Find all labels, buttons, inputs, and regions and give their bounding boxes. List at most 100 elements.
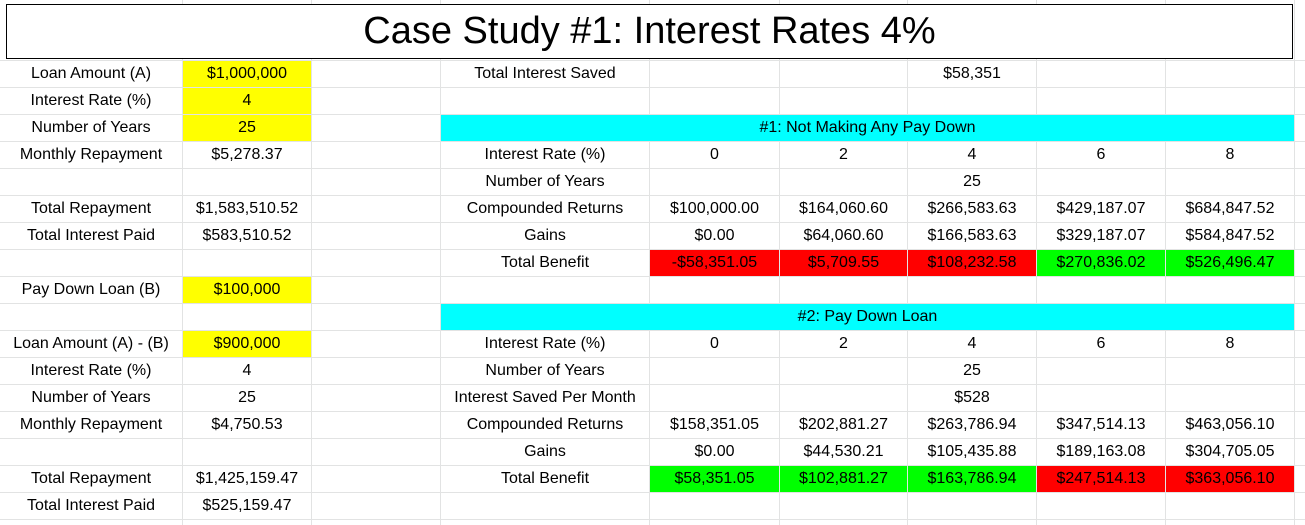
total-interest-saved-label[interactable]: Total Interest Saved <box>474 65 616 82</box>
section1-benefit-cell[interactable]: $5,709.55 <box>780 250 907 276</box>
section2-rate-cell[interactable]: 2 <box>839 335 848 352</box>
section2-compounded-cell[interactable]: $158,351.05 <box>670 416 759 433</box>
section2-compounded-label[interactable]: Compounded Returns <box>466 416 624 433</box>
section2-rate-cell[interactable]: 6 <box>1096 335 1106 352</box>
section2-gains-cell[interactable]: $44,530.21 <box>803 443 884 460</box>
section2-gains-cell[interactable]: $0.00 <box>694 443 735 460</box>
section2-years-label[interactable]: Number of Years <box>485 362 605 379</box>
section2-saved-month-label[interactable]: Interest Saved Per Month <box>454 389 636 406</box>
sheet-title[interactable]: Case Study #1: Interest Rates 4% <box>6 4 1293 59</box>
grid-line <box>0 492 1305 493</box>
section1-rate-label[interactable]: Interest Rate (%) <box>484 146 606 163</box>
section2-saved-month-value[interactable]: $528 <box>954 389 990 406</box>
section1-compounded-cell[interactable]: $684,847.52 <box>1185 200 1275 217</box>
interest-rate-input[interactable]: 4 <box>183 88 311 114</box>
grid-line <box>0 465 1305 466</box>
grid-line <box>182 0 183 525</box>
section1-gains-cell[interactable]: $0.00 <box>694 227 735 244</box>
section1-compounded-cell[interactable]: $429,187.07 <box>1056 200 1146 217</box>
loan-amount-label[interactable]: Loan Amount (A) <box>30 65 152 82</box>
section1-rate-cell[interactable]: 0 <box>710 146 719 163</box>
section1-benefit-cell[interactable]: $526,496.47 <box>1166 250 1294 276</box>
section1-gains-label[interactable]: Gains <box>524 227 566 244</box>
monthly-repayment-value[interactable]: $5,278.37 <box>211 146 283 163</box>
total-interest-saved-value[interactable]: $58,351 <box>943 65 1001 82</box>
total-interest-paid-2-label[interactable]: Total Interest Paid <box>26 497 156 514</box>
monthly-repayment-2-value[interactable]: $4,750.53 <box>211 416 283 433</box>
grid-line <box>0 141 1305 142</box>
section1-rate-cell[interactable]: 2 <box>839 146 848 163</box>
number-of-years-2-value[interactable]: 25 <box>238 389 256 406</box>
loan-amount-input[interactable]: $1,000,000 <box>183 61 311 87</box>
section2-gains-cell[interactable]: $304,705.05 <box>1185 443 1275 460</box>
number-of-years-label[interactable]: Number of Years <box>31 119 151 136</box>
monthly-repayment-2-label[interactable]: Monthly Repayment <box>19 416 163 433</box>
section2-header[interactable]: #2: Pay Down Loan <box>441 304 1294 330</box>
total-repayment-2-label[interactable]: Total Repayment <box>30 470 152 487</box>
total-interest-paid-value[interactable]: $583,510.52 <box>202 227 292 244</box>
section1-benefit-cell[interactable]: $270,836.02 <box>1037 250 1165 276</box>
grid-line <box>0 195 1305 196</box>
grid-line <box>0 438 1305 439</box>
pay-down-loan-input[interactable]: $100,000 <box>183 277 311 303</box>
section2-gains-label[interactable]: Gains <box>524 443 566 460</box>
interest-rate-2-label[interactable]: Interest Rate (%) <box>30 362 152 379</box>
total-repayment-value[interactable]: $1,583,510.52 <box>195 200 299 217</box>
section1-rate-cell[interactable]: 4 <box>967 146 977 163</box>
section1-compounded-cell[interactable]: $266,583.63 <box>927 200 1017 217</box>
interest-rate-label[interactable]: Interest Rate (%) <box>30 92 152 109</box>
section2-benefit-cell[interactable]: $163,786.94 <box>908 466 1036 492</box>
section2-rate-label[interactable]: Interest Rate (%) <box>484 335 606 352</box>
section1-compounded-label[interactable]: Compounded Returns <box>466 200 624 217</box>
section1-years-label[interactable]: Number of Years <box>485 173 605 190</box>
pay-down-loan-label[interactable]: Pay Down Loan (B) <box>21 281 161 298</box>
section1-years-value[interactable]: 25 <box>963 173 981 190</box>
section1-compounded-cell[interactable]: $100,000.00 <box>670 200 759 217</box>
section1-gains-cell[interactable]: $166,583.63 <box>927 227 1017 244</box>
total-interest-paid-2-value[interactable]: $525,159.47 <box>202 497 292 514</box>
section1-gains-cell[interactable]: $64,060.60 <box>803 227 884 244</box>
section1-header[interactable]: #1: Not Making Any Pay Down <box>441 115 1294 141</box>
section1-gains-cell[interactable]: $584,847.52 <box>1185 227 1275 244</box>
monthly-repayment-label[interactable]: Monthly Repayment <box>19 146 163 163</box>
section2-compounded-cell[interactable]: $463,056.10 <box>1185 416 1275 433</box>
section2-rate-cell[interactable]: 4 <box>967 335 977 352</box>
section2-benefit-cell[interactable]: $363,056.10 <box>1166 466 1294 492</box>
grid-line <box>0 411 1305 412</box>
interest-rate-2-value[interactable]: 4 <box>242 362 252 379</box>
number-of-years-2-label[interactable]: Number of Years <box>31 389 151 406</box>
section2-gains-cell[interactable]: $189,163.08 <box>1056 443 1146 460</box>
section2-benefit-cell[interactable]: $102,881.27 <box>780 466 907 492</box>
grid-line <box>0 519 1305 520</box>
section2-compounded-cell[interactable]: $263,786.94 <box>927 416 1017 433</box>
grid-line <box>0 60 1305 61</box>
total-repayment-2-value[interactable]: $1,425,159.47 <box>195 470 299 487</box>
number-of-years-input[interactable]: 25 <box>183 115 311 141</box>
reduced-loan-amount-label[interactable]: Loan Amount (A) - (B) <box>13 335 169 352</box>
section2-benefit-cell[interactable]: $58,351.05 <box>650 466 779 492</box>
grid-line <box>0 303 1305 304</box>
section2-rate-cell[interactable]: 0 <box>710 335 719 352</box>
total-repayment-label[interactable]: Total Repayment <box>30 200 152 217</box>
section2-benefit-label[interactable]: Total Benefit <box>500 470 590 487</box>
section1-benefit-cell[interactable]: $108,232.58 <box>908 250 1036 276</box>
grid-line <box>649 0 650 525</box>
section1-benefit-cell[interactable]: -$58,351.05 <box>650 250 779 276</box>
section2-compounded-cell[interactable]: $202,881.27 <box>799 416 888 433</box>
total-interest-paid-label[interactable]: Total Interest Paid <box>26 227 156 244</box>
grid-line <box>1294 0 1295 525</box>
grid-line <box>907 0 908 525</box>
section1-compounded-cell[interactable]: $164,060.60 <box>799 200 888 217</box>
grid-line <box>779 0 780 525</box>
section2-gains-cell[interactable]: $105,435.88 <box>927 443 1017 460</box>
section2-compounded-cell[interactable]: $347,514.13 <box>1056 416 1146 433</box>
section2-years-value[interactable]: 25 <box>963 362 981 379</box>
section1-benefit-label[interactable]: Total Benefit <box>500 254 590 271</box>
section2-benefit-cell[interactable]: $247,514.13 <box>1037 466 1165 492</box>
section1-gains-cell[interactable]: $329,187.07 <box>1056 227 1146 244</box>
section1-rate-cell[interactable]: 6 <box>1096 146 1106 163</box>
section1-rate-cell[interactable]: 8 <box>1225 146 1235 163</box>
grid-line <box>0 114 1305 115</box>
reduced-loan-amount-value[interactable]: $900,000 <box>183 331 311 357</box>
section2-rate-cell[interactable]: 8 <box>1225 335 1235 352</box>
